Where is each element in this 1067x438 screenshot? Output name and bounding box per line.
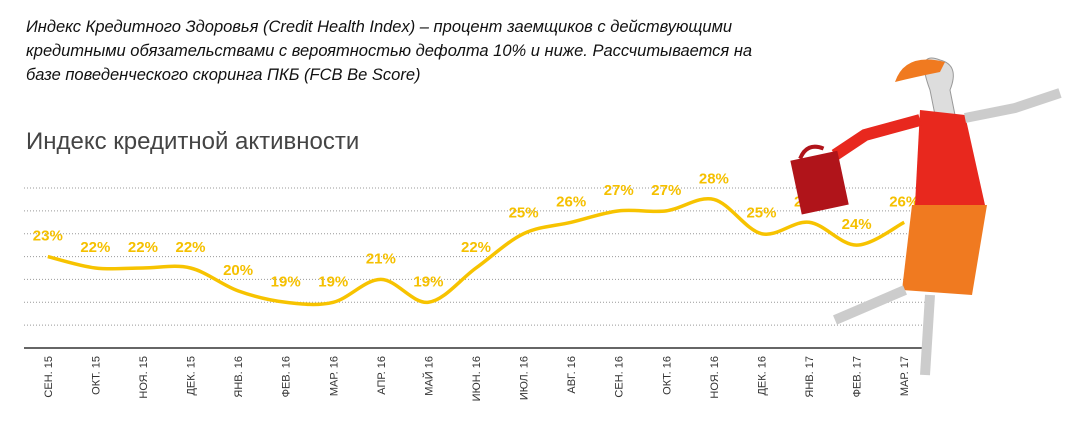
value-label: 19% (413, 273, 443, 290)
value-label: 22% (461, 239, 491, 256)
value-label: 26% (556, 193, 586, 210)
x-tick-label: ФЕВ. 17 (852, 356, 864, 397)
x-tick-label: НОЯ. 16 (709, 356, 721, 399)
intro-line: кредитными обязательствами с вероятность… (26, 42, 752, 60)
x-tick-label: СЕН. 16 (614, 356, 626, 398)
value-label: 27% (651, 182, 681, 199)
x-tick-label: ОКТ. 16 (661, 356, 673, 395)
value-label: 25% (746, 205, 776, 222)
value-label: 20% (223, 262, 253, 279)
line (47, 197, 906, 307)
value-label: 19% (318, 273, 348, 290)
value-label: 21% (366, 250, 396, 267)
value-label: 28% (699, 170, 729, 187)
intro-line: Индекс Кредитного Здоровья (Credit Healt… (26, 18, 732, 36)
x-tick-label: МАЙ 16 (422, 356, 435, 396)
x-tick-label: ЯНВ. 17 (804, 356, 816, 398)
plot: СЕН. 15 ОКТ. 15 НОЯ. 15 ДЕК. 15 ЯНВ. 16 ФЕВ. … (24, 170, 928, 401)
chart-title: Индекс кредитной активности (26, 128, 359, 155)
value-label: 27% (604, 182, 634, 199)
x-tick-label: ИЮН. 16 (471, 356, 483, 401)
illustration (790, 57, 1062, 376)
value-label: 19% (271, 273, 301, 290)
value-label: 22% (128, 239, 158, 256)
intro-line: базе поведенческого скоринга ПКБ (FCB Be… (26, 66, 421, 84)
x-tick-label: АВГ. 16 (566, 356, 578, 394)
x-tick-label: ИЮЛ. 16 (519, 356, 531, 400)
x-tick-label: ДЕК. 15 (186, 356, 198, 396)
x-tick-label: ФЕВ. 16 (281, 356, 293, 397)
x-tick-label: МАР. 17 (899, 356, 911, 396)
value-label: 22% (176, 239, 206, 256)
x-tick-label: МАР. 16 (328, 356, 340, 396)
x-tick-label: ДЕК. 16 (756, 356, 768, 396)
x-tick-label: ОКТ. 15 (90, 356, 102, 395)
value-label: 22% (80, 239, 110, 256)
value-label: 24% (842, 216, 872, 233)
x-tick-label: СЕН. 15 (43, 356, 55, 398)
value-label: 23% (33, 228, 63, 245)
value-label: 25% (509, 205, 539, 222)
x-tick-label: АПР. 16 (376, 356, 388, 395)
value-label: 26% (889, 193, 919, 210)
x-tick-label: ЯНВ. 16 (233, 356, 245, 398)
x-tick-label: НОЯ. 15 (138, 356, 150, 399)
